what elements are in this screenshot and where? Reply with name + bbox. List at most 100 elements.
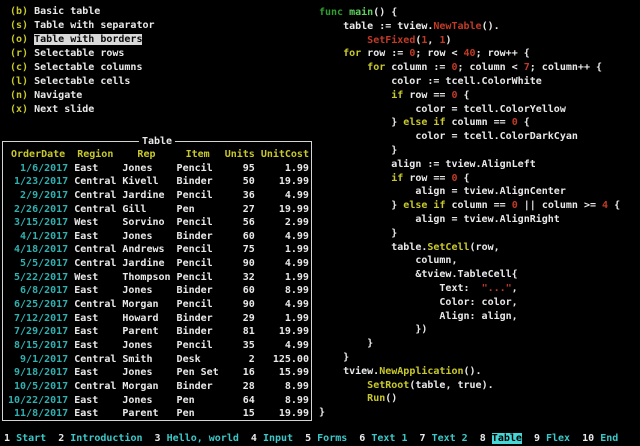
table-cell: Central xyxy=(74,353,117,365)
code-token: Run xyxy=(367,393,386,405)
table-cell: 90 xyxy=(242,258,255,270)
statusbar-slide-text-1[interactable]: 6 Text 1 xyxy=(359,433,407,444)
code-token: 7 xyxy=(523,62,530,74)
table-row: 9/1/2017 Central Smith Desk 2 125.00 xyxy=(8,353,309,367)
code-token: }) xyxy=(319,324,428,336)
code-token: 4 xyxy=(602,200,609,212)
code-token: for xyxy=(343,48,362,60)
table-cell: 75 xyxy=(242,244,255,256)
menu-item-label: Next slide xyxy=(34,104,95,115)
code-token xyxy=(319,48,343,59)
table-cell: Jones xyxy=(122,162,153,174)
code-token: 1 xyxy=(421,34,428,46)
statusbar-slide-start[interactable]: 1 Start xyxy=(4,433,46,444)
slide-number: 10 xyxy=(582,433,595,444)
code-token: (table, true). xyxy=(409,379,494,391)
table-cell: 1.99 xyxy=(284,271,309,283)
code-line: &tview.TableCell{ xyxy=(319,268,620,282)
menu-item-navigate[interactable]: (n) Navigate xyxy=(10,89,155,103)
code-line: tview.NewApplication(). xyxy=(319,365,620,379)
table-cell: 36 xyxy=(242,189,255,201)
statusbar-slide-flex[interactable]: 9 Flex xyxy=(534,433,570,444)
code-token: if xyxy=(433,200,446,212)
table-cell: 19.99 xyxy=(278,408,309,420)
code-line: } else if column == 0 || column >= 4 { xyxy=(319,199,620,213)
code-line: func main() { xyxy=(319,6,620,20)
menu-item-label: Selectable cells xyxy=(34,76,131,87)
table-cell: 64 xyxy=(242,394,255,406)
code-token: } xyxy=(319,351,350,363)
table-cell: 15.99 xyxy=(278,367,309,379)
table-cell: 95 xyxy=(242,162,255,174)
column-header: Rep xyxy=(137,149,156,160)
table-cell: Pen xyxy=(176,203,195,215)
code-token: } xyxy=(319,227,398,239)
table-cell: 9/1/2017 xyxy=(20,353,69,365)
code-token xyxy=(319,173,391,184)
table-cell: 8.99 xyxy=(284,380,309,392)
code-line: Text: "...", xyxy=(319,282,620,296)
code-token: (). xyxy=(481,20,500,32)
statusbar-slide-introduction[interactable]: 2 Introduction xyxy=(58,433,142,444)
code-token: ) xyxy=(445,34,452,46)
code-line: if row == 0 { xyxy=(319,172,620,186)
code-view: func main() { table := tview.NewTable().… xyxy=(319,6,620,420)
statusbar-slide-forms[interactable]: 5 Forms xyxy=(305,433,347,444)
menu-item-selectable-rows[interactable]: (r) Selectable rows xyxy=(10,47,155,61)
table-panel: Table OrderDate Region Rep Item Units UnitCos… xyxy=(2,135,312,421)
table-cell: 81 xyxy=(242,326,255,338)
code-token: &tview.TableCell{ xyxy=(319,269,518,281)
menu-shortcut-key: (n) xyxy=(10,90,35,101)
code-token: , xyxy=(427,34,440,46)
code-token: SetRoot xyxy=(367,379,410,391)
table-cell: 32 xyxy=(242,271,255,283)
code-token: NewTable xyxy=(433,20,482,32)
table-cell: 15 xyxy=(242,408,255,420)
statusbar-slide-input[interactable]: 4 Input xyxy=(251,433,293,444)
menu-shortcut-key: (b) xyxy=(10,6,35,17)
code-token: func xyxy=(319,7,350,18)
statusbar-slide-table[interactable]: 8 Table xyxy=(480,433,522,444)
menu-item-selectable-columns[interactable]: (c) Selectable columns xyxy=(10,61,155,75)
table-cell: Morgan xyxy=(122,299,159,311)
menu-item-table-with-separator[interactable]: (s) Table with separator xyxy=(10,19,155,33)
code-token: SetFixed xyxy=(367,34,416,46)
table-row: 6/8/2017 East Jones Binder 60 8.99 xyxy=(8,284,309,298)
table-cell: 16 xyxy=(242,367,255,379)
code-token: Text: xyxy=(319,282,482,294)
table-cell: Pencil xyxy=(176,339,213,351)
table-cell: Andrews xyxy=(122,244,165,256)
table-row: 3/15/2017 West Sorvino Pencil 56 2.99 xyxy=(8,216,309,230)
code-line: color = tcell.ColorDarkCyan xyxy=(319,130,620,144)
code-line: SetFixed(1, 1) xyxy=(319,34,620,48)
menu-shortcut-key: (s) xyxy=(10,20,35,31)
code-token: else xyxy=(403,117,428,129)
table-cell: 1/6/2017 xyxy=(20,162,69,174)
code-token: row == xyxy=(403,89,452,101)
table-cell: Morgan xyxy=(122,380,159,392)
menu-shortcut-key: (o) xyxy=(10,34,35,45)
code-token: NewApplication xyxy=(379,365,464,377)
code-line: table.SetCell(row, xyxy=(319,241,620,255)
code-token xyxy=(319,380,367,391)
code-token: } xyxy=(319,117,404,129)
statusbar-slide-end[interactable]: 10 End xyxy=(582,433,618,444)
menu-item-table-with-borders[interactable]: (o) Table with borders xyxy=(10,33,155,47)
code-line: } xyxy=(319,144,620,158)
table-cell: East xyxy=(74,230,99,242)
menu-item-next-slide[interactable]: (x) Next slide xyxy=(10,103,155,117)
statusbar-slide-hello-world[interactable]: 3 Hello, world xyxy=(155,433,239,444)
table-row: 1/6/2017 East Jones Pencil 95 1.99 xyxy=(8,162,309,176)
slide-number: 6 xyxy=(359,433,366,444)
table-row: 7/29/2017 East Parent Binder 81 19.99 xyxy=(8,325,309,339)
table-cell: 125.00 xyxy=(272,353,309,365)
table-cell: 4.99 xyxy=(284,258,309,270)
statusbar-slide-text-2[interactable]: 7 Text 2 xyxy=(420,433,468,444)
menu-item-selectable-cells[interactable]: (l) Selectable cells xyxy=(10,75,155,89)
code-token: if xyxy=(391,172,404,184)
code-token xyxy=(319,35,367,46)
table-cell: Central xyxy=(74,299,117,311)
orders-table: OrderDate Region Rep Item Units UnitCost 1/6/2… xyxy=(8,148,309,421)
table-cell: 5/22/2017 xyxy=(14,271,69,283)
menu-item-basic-table[interactable]: (b) Basic table xyxy=(10,5,155,19)
